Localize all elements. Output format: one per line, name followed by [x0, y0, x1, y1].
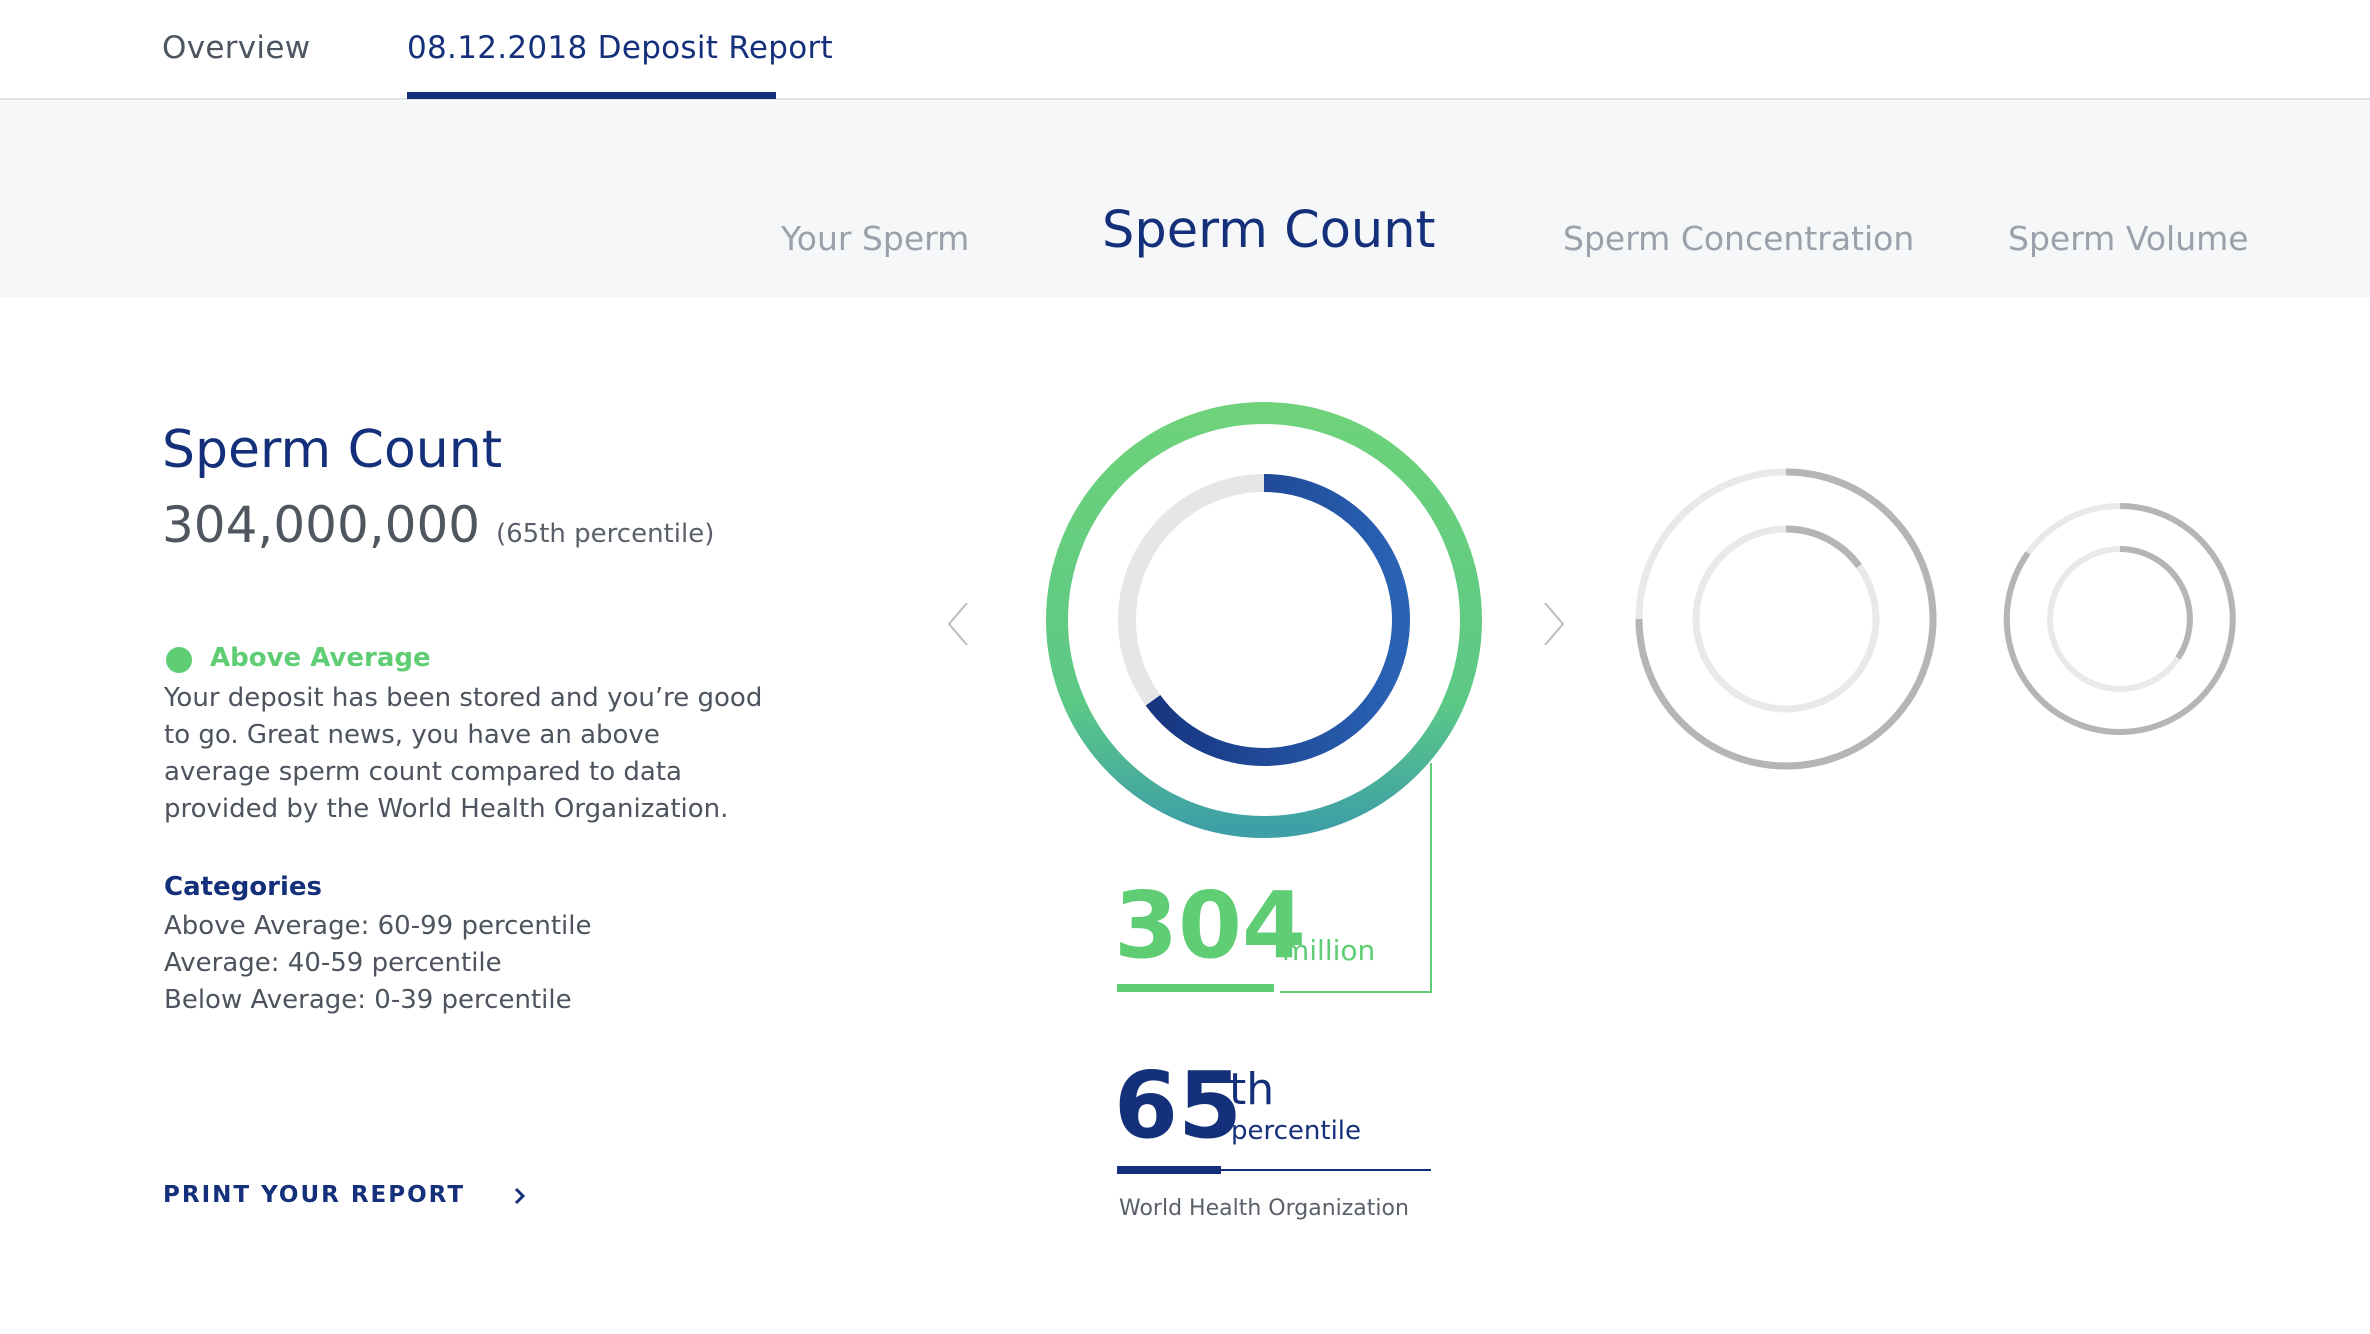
categories-title: Categories [164, 872, 323, 902]
metric-number-bar [1117, 984, 1274, 992]
status-label: Above Average [210, 643, 431, 673]
data-source: World Health Organization [1119, 1196, 1409, 1221]
categories-list: Above Average: 60-99 percentile Average:… [164, 908, 591, 1019]
top-nav: Overview 08.12.2018 Deposit Report [0, 0, 2370, 100]
metric-unit: million [1282, 934, 1376, 967]
volume-outer-ring [2003, 503, 2236, 735]
connector-line [1280, 763, 1432, 993]
percentile-number: 65 [1114, 1052, 1243, 1159]
percentile-label: percentile [1231, 1116, 1362, 1146]
concentration-inner-ring [1785, 525, 1862, 569]
subnav-sperm-concentration[interactable]: Sperm Concentration [1563, 219, 1915, 258]
percentile-baseline [1117, 1169, 1431, 1171]
category-item: Above Average: 60-99 percentile [164, 911, 592, 941]
count-value: 304,000,000 (65th percentile) [162, 496, 714, 554]
carousel-prev-button[interactable] [945, 600, 971, 652]
outer-ring [1046, 402, 1482, 838]
carousel-next-button[interactable] [1541, 600, 1567, 652]
print-report-link[interactable]: PRINT YOUR REPORT [163, 1182, 527, 1208]
result-description: Your deposit has been stored and you’re … [164, 683, 763, 824]
percentile-bar [1117, 1166, 1221, 1174]
subnav-sperm-volume[interactable]: Sperm Volume [2008, 219, 2249, 258]
chevron-right-icon [1544, 602, 1565, 646]
inner-ring-progress [1118, 474, 1410, 766]
category-item: Below Average: 0-39 percentile [164, 985, 572, 1015]
page-title: Sperm Count [162, 420, 503, 480]
percentile-suffix: th [1229, 1064, 1275, 1115]
subnav-sperm-count[interactable]: Sperm Count [1102, 201, 1436, 260]
volume-inner-ring [2119, 546, 2193, 660]
concentration-outer-ring [1635, 468, 1937, 770]
tab-deposit-report[interactable]: 08.12.2018 Deposit Report [407, 30, 833, 66]
chevron-left-icon [947, 602, 968, 646]
active-tab-indicator [407, 92, 776, 99]
tab-overview[interactable]: Overview [162, 30, 311, 66]
print-report-label: PRINT YOUR REPORT [163, 1182, 466, 1208]
chevron-right-icon [513, 1182, 527, 1208]
percentile-note: (65th percentile) [496, 519, 715, 549]
count-number: 304,000,000 [162, 496, 481, 554]
status-dot-icon [166, 647, 192, 673]
metric-number: 304 [1114, 872, 1307, 979]
category-item: Average: 40-59 percentile [164, 948, 502, 978]
metric-nav: Your Sperm Sperm Count Sperm Concentrati… [0, 101, 2370, 297]
subnav-your-sperm[interactable]: Your Sperm [781, 219, 970, 258]
